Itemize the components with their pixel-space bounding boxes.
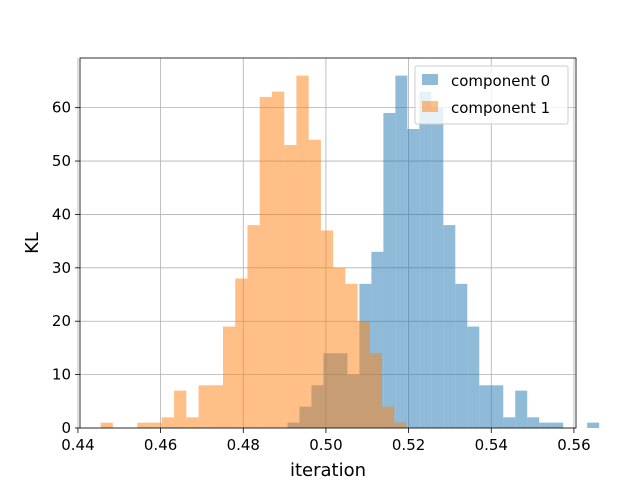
histogram-bar	[503, 417, 516, 428]
histogram-bar	[320, 230, 334, 428]
histogram-bar	[308, 139, 321, 429]
histogram-bar	[419, 91, 432, 429]
legend-box	[414, 65, 569, 125]
histogram-bar	[100, 422, 113, 428]
y-tick-label: 60	[52, 99, 71, 117]
histogram-bar	[587, 422, 600, 428]
legend-label-component-1: component 1	[451, 99, 550, 117]
x-tick-label: 0.56	[557, 436, 590, 454]
y-tick-label: 50	[52, 152, 71, 170]
histogram-bar	[333, 267, 346, 428]
histogram-bars	[100, 75, 600, 429]
legend: component 0 component 1	[414, 65, 569, 125]
x-tick-label: 0.48	[227, 436, 260, 454]
histogram-bar	[371, 251, 384, 428]
histogram-bar	[357, 321, 370, 428]
histogram-bar	[395, 75, 408, 428]
histogram-bar	[149, 422, 162, 428]
histogram-bar	[479, 385, 492, 428]
histogram-bar	[515, 390, 528, 428]
histogram-bar	[186, 417, 199, 428]
histogram-bar	[527, 417, 540, 428]
legend-label-component-0: component 0	[451, 72, 550, 90]
histogram-bar	[259, 96, 272, 429]
histogram-bar	[235, 278, 248, 428]
histogram-bar	[455, 283, 468, 428]
histogram-bar	[382, 406, 395, 428]
histogram-bar	[223, 326, 236, 428]
x-tick-label: 0.54	[475, 436, 508, 454]
y-tick-label: 10	[52, 366, 71, 384]
histogram-bar	[137, 422, 150, 428]
histogram-bar	[284, 145, 297, 429]
histogram-bar	[394, 422, 407, 428]
histogram-bar	[467, 326, 480, 428]
x-tick-label: 0.44	[61, 436, 94, 454]
axis-ticks: 0.44 0.46 0.48 0.50 0.52 0.54 0.56 0 10 20 30 40 50 6…	[52, 99, 591, 454]
histogram-bar	[174, 390, 187, 428]
y-tick-label: 40	[52, 205, 71, 223]
histogram-bar	[539, 422, 552, 428]
histogram-bar	[443, 225, 456, 428]
y-tick-label: 0	[61, 419, 71, 437]
legend-swatch-component-0	[422, 74, 438, 85]
x-axis-title: iteration	[290, 460, 366, 480]
histogram-bar	[247, 225, 260, 428]
histogram-bar	[345, 283, 358, 428]
plot-frame	[79, 57, 577, 429]
histogram-bar	[271, 91, 285, 429]
y-tick-label: 20	[52, 312, 71, 330]
x-tick-label: 0.46	[144, 436, 177, 454]
histogram-bar	[296, 75, 309, 428]
series-1-bars	[100, 75, 407, 429]
histogram-bar	[198, 385, 211, 428]
histogram-bar	[383, 112, 396, 428]
x-tick-label: 0.52	[392, 436, 425, 454]
y-tick-label: 30	[52, 259, 71, 277]
histogram-bar	[551, 422, 564, 428]
histogram-bar	[210, 385, 224, 428]
legend-swatch-component-1	[422, 101, 438, 112]
x-tick-label: 0.50	[309, 436, 342, 454]
histogram-bar	[369, 353, 383, 428]
histogram-bar	[491, 385, 504, 428]
histogram-bar	[407, 129, 420, 428]
histogram-bar	[161, 417, 175, 428]
y-axis-title: KL	[22, 232, 43, 254]
histogram-bar	[431, 107, 444, 428]
